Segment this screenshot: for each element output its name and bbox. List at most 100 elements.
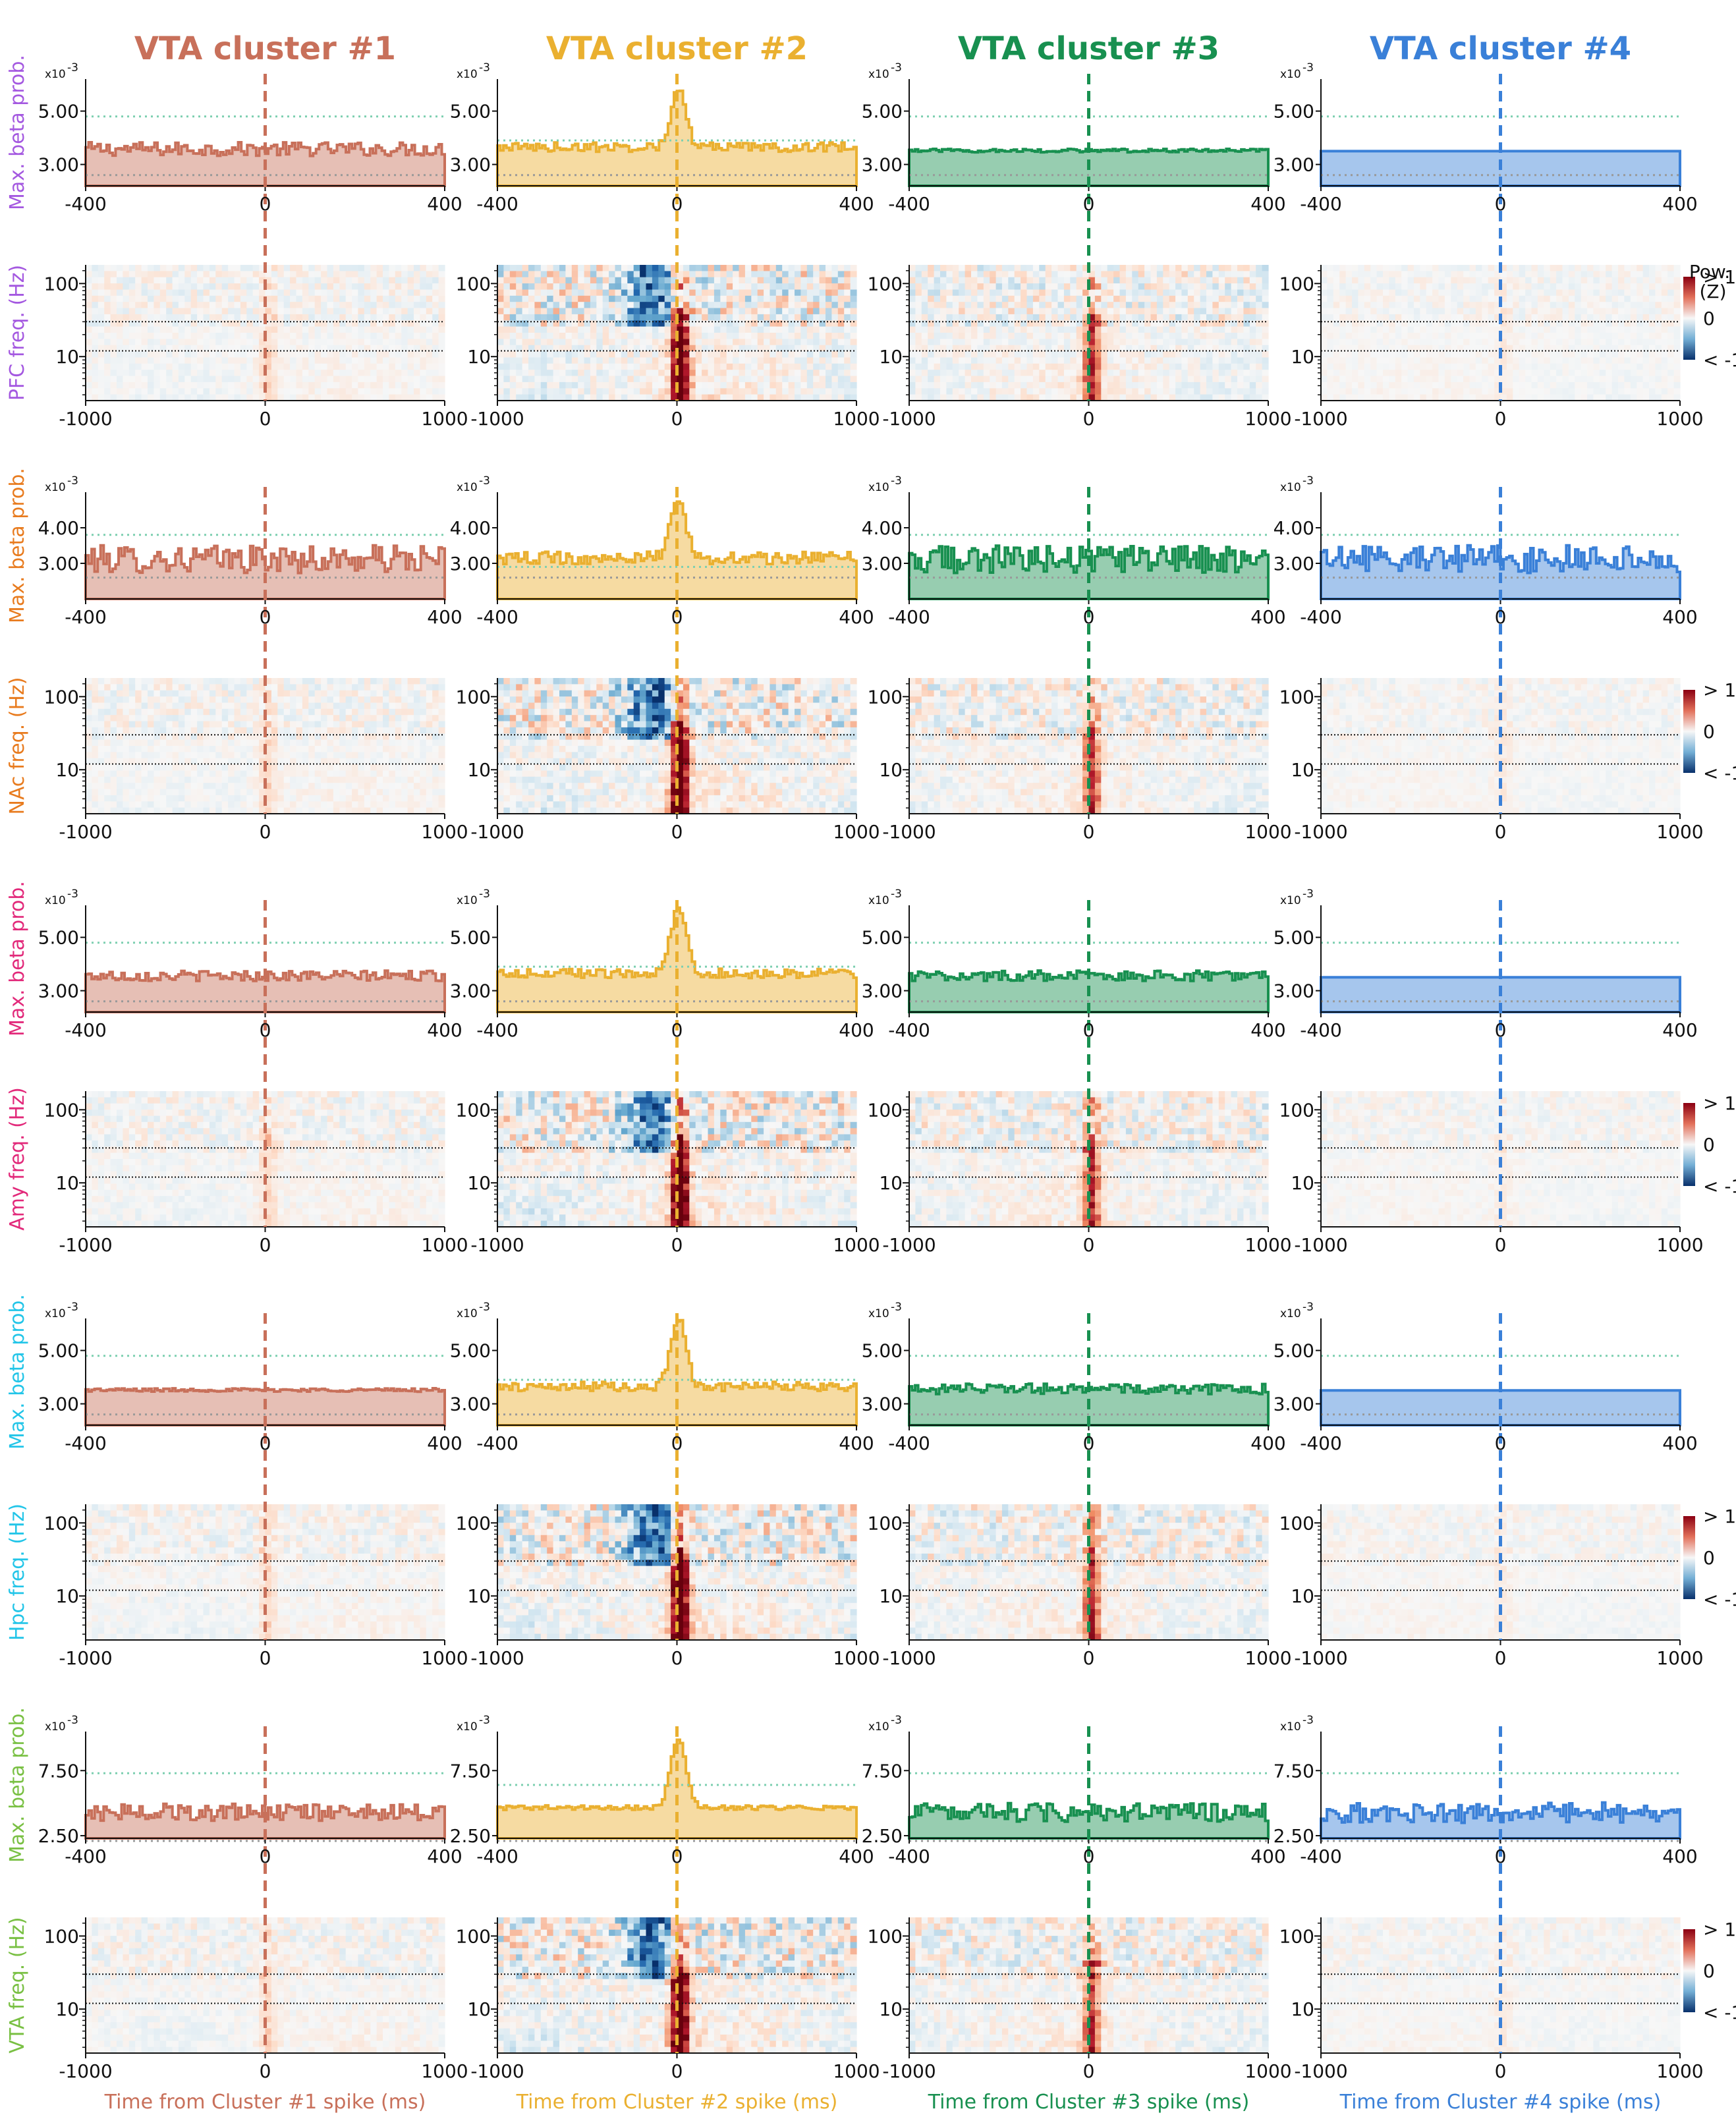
spectrogram-cell <box>1631 296 1637 302</box>
spectrogram-cell <box>1327 333 1333 339</box>
spectrogram-cell <box>1015 370 1021 376</box>
spectrogram-cell <box>1513 271 1519 277</box>
spectrogram-cell <box>1126 388 1133 395</box>
spectrogram-cell <box>1587 296 1594 302</box>
spectrogram-cell <box>321 283 327 290</box>
spectrogram-cell <box>708 339 715 345</box>
spectrogram-cell <box>689 302 696 308</box>
spectrogram-cell <box>1070 283 1077 290</box>
spectrogram-cell <box>370 271 377 277</box>
spectrogram-cell <box>1243 333 1250 339</box>
spectrogram-cell <box>1538 283 1544 290</box>
spectrogram-cell <box>1581 339 1588 345</box>
spectrogram-cell <box>1200 370 1207 376</box>
spectrogram-cell <box>764 364 770 370</box>
spectrogram-cell <box>308 290 315 296</box>
spectrogram-cell <box>559 370 566 376</box>
spectrogram-cell <box>1070 388 1077 395</box>
spectrogram-cell <box>609 302 615 308</box>
spectrogram-cell <box>1426 327 1433 333</box>
spectrogram-cell <box>339 314 346 321</box>
spectrogram-cell <box>702 351 708 358</box>
spectrogram-cell <box>996 265 1003 271</box>
spectrogram-cell <box>1082 376 1089 383</box>
spectrogram-cell <box>184 265 191 271</box>
spectrogram-cell <box>934 308 941 315</box>
spectrogram-cell <box>922 283 928 290</box>
spectrogram-cell <box>1126 302 1133 308</box>
spectrogram-cell <box>315 296 322 302</box>
spectrogram-cell <box>1587 376 1594 383</box>
spectrogram-cell <box>352 277 358 284</box>
spectrogram-cell <box>928 277 934 284</box>
spectrogram-cell <box>104 296 111 302</box>
spectrogram-cell <box>1569 351 1575 358</box>
spectrogram-cell <box>621 283 628 290</box>
spectrogram-cell <box>284 271 291 277</box>
spectrogram-cell <box>1674 382 1681 389</box>
spectrogram-cell <box>1358 382 1364 389</box>
spectrogram-cell <box>1070 358 1077 364</box>
spectrogram-cell <box>1667 296 1674 302</box>
spectrogram-cell <box>696 314 702 321</box>
spectrogram-cell <box>1188 314 1194 321</box>
spectrogram-cell <box>1606 271 1612 277</box>
spectrogram-cell <box>1556 364 1563 370</box>
spectrogram-cell <box>1420 265 1426 271</box>
spectrogram-cell <box>1095 376 1102 383</box>
spectrogram-cell <box>965 302 972 308</box>
spectrogram-cell <box>1039 382 1046 389</box>
spectrogram-cell <box>123 388 129 395</box>
spectrogram-cell <box>683 364 690 370</box>
spectrogram-cell <box>401 364 408 370</box>
spectrogram-cell <box>383 382 389 389</box>
spectrogram-cell <box>129 283 136 290</box>
spectrogram-cell <box>751 351 758 358</box>
spectrogram-cell <box>395 382 402 389</box>
spectrogram-cell <box>1321 339 1328 345</box>
spectrogram-cell <box>1327 308 1333 315</box>
spectrogram-cell <box>1643 296 1650 302</box>
spectrogram-cell <box>1163 271 1169 277</box>
spectrogram-cell <box>1002 327 1009 333</box>
spectrogram-cell <box>315 382 322 389</box>
spectrogram-cell <box>1364 265 1371 271</box>
spectrogram-cell <box>646 358 653 364</box>
spectrogram-cell <box>1667 302 1674 308</box>
spectrogram-cell <box>1243 283 1250 290</box>
spectrogram-cell <box>547 308 553 315</box>
spectrogram-cell <box>370 290 377 296</box>
spectrogram-cell <box>990 364 996 370</box>
spectrogram-cell <box>1643 370 1650 376</box>
spectrogram-cell <box>383 265 389 271</box>
spectrogram-cell <box>640 370 646 376</box>
spectrogram-cell <box>1070 308 1077 315</box>
spectrogram-cell <box>683 382 690 389</box>
spectrogram-cell <box>1519 314 1526 321</box>
spectrogram-cell <box>977 382 984 389</box>
spectrogram-cell <box>383 271 389 277</box>
spectrogram-cell <box>1327 277 1333 284</box>
spectrogram-cell <box>1377 296 1384 302</box>
spectrogram-cell <box>1655 308 1662 315</box>
spectrogram-cell <box>1389 382 1395 389</box>
spectrogram-cell <box>1470 302 1476 308</box>
spectrogram-cell <box>191 351 198 358</box>
spectrogram-cell <box>1532 265 1538 271</box>
spectrogram-cell <box>1015 308 1021 315</box>
spectrogram-cell <box>1327 290 1333 296</box>
spectrogram-cell <box>1095 364 1102 370</box>
spectrogram-cell <box>111 327 117 333</box>
spectrogram-cell <box>844 302 851 308</box>
spectrogram-cell <box>928 290 934 296</box>
spectrogram-cell <box>578 271 584 277</box>
spectrogram-cell <box>129 376 136 383</box>
spectrogram-cell <box>503 283 510 290</box>
spectrogram-cell <box>1544 333 1550 339</box>
spectrogram-cell <box>1219 333 1225 339</box>
spectrogram-cell <box>1262 382 1269 389</box>
spectrogram-cell <box>1637 351 1643 358</box>
spectrogram-cell <box>640 388 646 395</box>
spectrogram-cell <box>497 358 504 364</box>
spectrogram-cell <box>807 364 814 370</box>
